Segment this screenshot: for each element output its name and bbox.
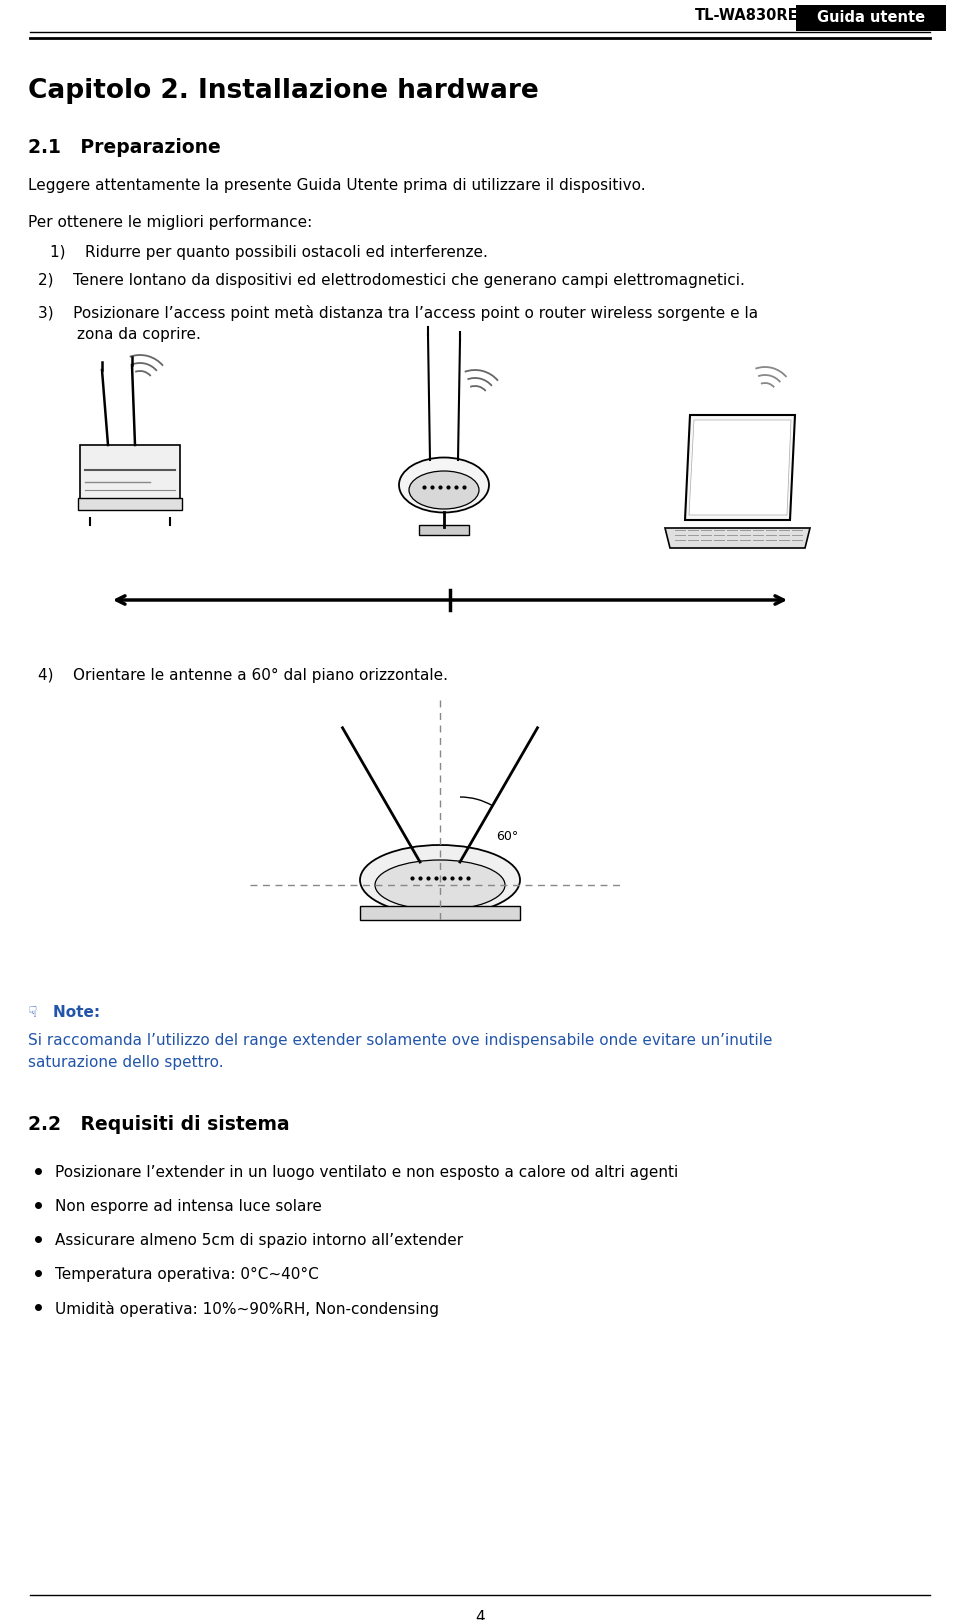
FancyBboxPatch shape	[360, 906, 520, 920]
Text: TL-WA830RE: TL-WA830RE	[695, 8, 799, 24]
Text: Assicurare almeno 5cm di spazio intorno all’extender: Assicurare almeno 5cm di spazio intorno …	[55, 1233, 463, 1247]
Text: 2.2   Requisiti di sistema: 2.2 Requisiti di sistema	[28, 1115, 290, 1134]
Text: Leggere attentamente la presente Guida Utente prima di utilizzare il dispositivo: Leggere attentamente la presente Guida U…	[28, 178, 646, 193]
Text: 2.1   Preparazione: 2.1 Preparazione	[28, 138, 221, 157]
FancyBboxPatch shape	[80, 446, 180, 501]
Text: Si raccomanda l’utilizzo del range extender solamente ove indispensabile onde ev: Si raccomanda l’utilizzo del range exten…	[28, 1034, 773, 1048]
Text: 4: 4	[475, 1610, 485, 1620]
Polygon shape	[685, 415, 795, 520]
Text: Guida utente: Guida utente	[817, 10, 925, 26]
Text: Posizionare l’extender in un luogo ventilato e non esposto a calore od altri age: Posizionare l’extender in un luogo venti…	[55, 1165, 679, 1179]
Text: 60°: 60°	[495, 829, 518, 842]
Text: Umidità operativa: 10%~90%RH, Non-condensing: Umidità operativa: 10%~90%RH, Non-conden…	[55, 1301, 439, 1317]
Text: 3)    Posizionare l’access point metà distanza tra l’access point o router wirel: 3) Posizionare l’access point metà dista…	[38, 305, 758, 321]
Text: zona da coprire.: zona da coprire.	[38, 327, 201, 342]
Text: Temperatura operativa: 0°C~40°C: Temperatura operativa: 0°C~40°C	[55, 1267, 319, 1281]
Text: 2)    Tenere lontano da dispositivi ed elettrodomestici che generano campi elett: 2) Tenere lontano da dispositivi ed elet…	[38, 274, 745, 288]
Ellipse shape	[409, 471, 479, 509]
Text: Non esporre ad intensa luce solare: Non esporre ad intensa luce solare	[55, 1199, 322, 1213]
Ellipse shape	[375, 860, 505, 910]
Ellipse shape	[399, 457, 489, 512]
Ellipse shape	[360, 846, 520, 915]
FancyBboxPatch shape	[419, 525, 469, 535]
Text: Capitolo 2. Installazione hardware: Capitolo 2. Installazione hardware	[28, 78, 539, 104]
Polygon shape	[689, 420, 791, 515]
Polygon shape	[665, 528, 810, 548]
Text: ☟   Note:: ☟ Note:	[28, 1004, 100, 1021]
FancyBboxPatch shape	[796, 5, 946, 31]
Text: Per ottenere le migliori performance:: Per ottenere le migliori performance:	[28, 215, 312, 230]
FancyBboxPatch shape	[78, 497, 182, 510]
Text: saturazione dello spettro.: saturazione dello spettro.	[28, 1055, 224, 1069]
Text: 4)    Orientare le antenne a 60° dal piano orizzontale.: 4) Orientare le antenne a 60° dal piano …	[38, 667, 448, 684]
Text: 1)    Ridurre per quanto possibili ostacoli ed interferenze.: 1) Ridurre per quanto possibili ostacoli…	[50, 245, 488, 259]
